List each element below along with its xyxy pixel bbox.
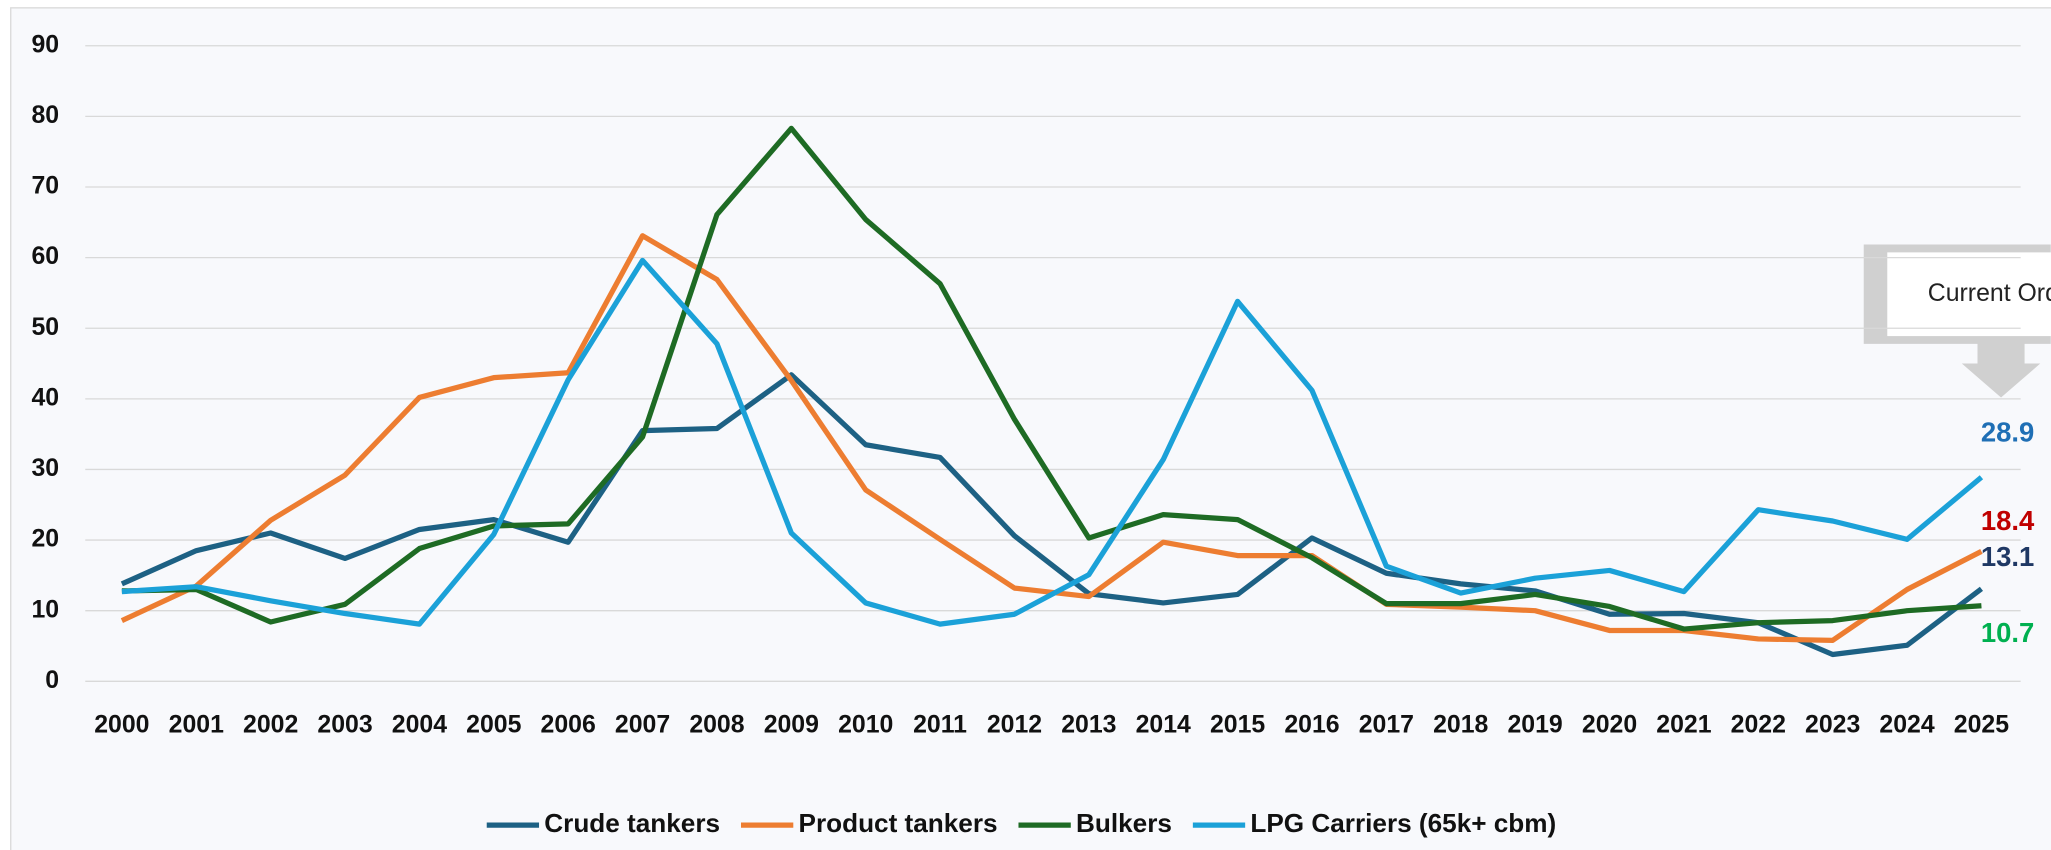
plot-background [10, 7, 2051, 850]
series-line [121, 257, 1984, 627]
y-tick-label: 90 [31, 31, 59, 58]
x-tick-label: 2021 [1656, 711, 1711, 738]
data-label: 13.1 [1981, 541, 2034, 572]
x-tick-label: 2011 [913, 711, 967, 738]
legend-label: LPG Carriers (65k+ cbm) [1250, 808, 1556, 838]
y-tick-label: 60 [31, 243, 59, 270]
x-tick-label: 2015 [1210, 711, 1265, 738]
y-tick-label: 70 [31, 173, 59, 200]
annotation: Current Orderbook [1928, 280, 2051, 307]
x-tick-label: 2023 [1805, 711, 1860, 738]
y-tick-label: 10 [31, 596, 59, 623]
y-tick-label: 80 [31, 102, 59, 129]
x-tick-label: 2003 [317, 711, 372, 738]
x-tick-label: 2013 [1061, 711, 1116, 738]
x-tick-label: 2002 [243, 711, 298, 738]
data-label: 28.9 [1981, 416, 2034, 447]
x-tick-label: 2017 [1359, 711, 1414, 738]
x-tick-label: 2005 [466, 711, 521, 738]
y-tick-label: 40 [31, 384, 59, 411]
x-tick-label: 2025 [1954, 711, 2009, 738]
legend-label: Crude tankers [544, 808, 720, 838]
legend-label: Product tankers [799, 808, 998, 838]
x-tick-label: 2008 [689, 711, 744, 738]
x-tick-label: 2020 [1582, 711, 1637, 738]
x-tick-label: 2010 [838, 711, 893, 738]
y-tick-label: 0 [45, 667, 59, 694]
y-tick-label: 30 [31, 455, 59, 482]
x-tick-label: 2018 [1433, 711, 1488, 738]
x-tick-label: 2022 [1731, 711, 1786, 738]
x-tick-label: 2012 [987, 711, 1042, 738]
data-label: 10.7 [1981, 617, 2034, 648]
x-tick-label: 2014 [1136, 711, 1191, 738]
series-line [120, 372, 1984, 658]
series-line [121, 125, 1982, 632]
y-tick-label: 50 [31, 314, 59, 341]
legend-label: Bulkers [1076, 808, 1172, 838]
x-tick-label: 2016 [1284, 711, 1339, 738]
x-tick-label: 2001 [169, 711, 224, 738]
x-tick-label: 2007 [615, 711, 670, 738]
x-tick-label: 2019 [1508, 711, 1563, 738]
x-tick-label: 2009 [764, 711, 819, 738]
data-label: 18.4 [1981, 505, 2035, 536]
callout-box [1887, 252, 2051, 337]
y-tick-label: 20 [31, 526, 59, 553]
x-tick-label: 2004 [392, 711, 447, 738]
x-tick-label: 2000 [94, 711, 149, 738]
x-tick-label: 2006 [541, 711, 596, 738]
x-tick-label: 2024 [1879, 711, 1934, 738]
